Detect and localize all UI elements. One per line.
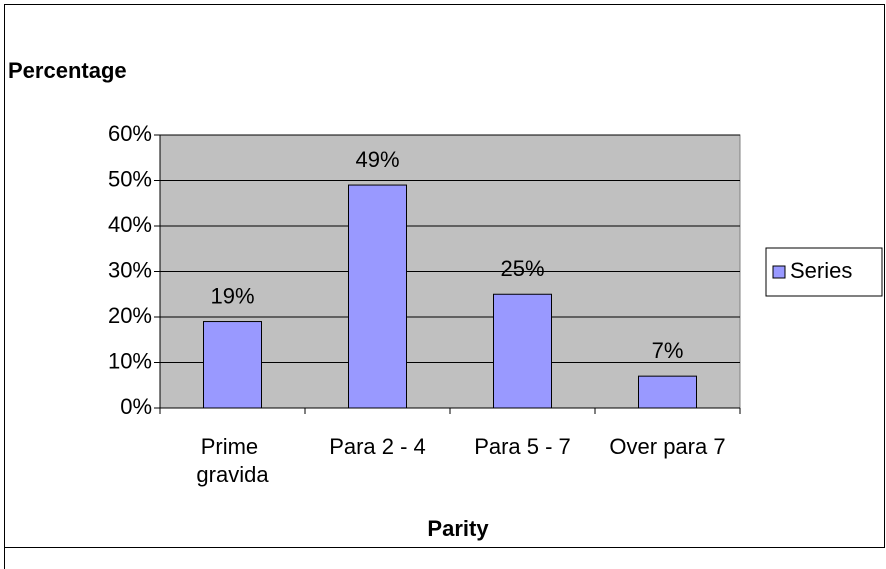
chart-border	[4, 4, 885, 548]
y-tick-label: 20%	[108, 303, 152, 328]
y-tick-label: 60%	[108, 121, 152, 146]
bar	[203, 321, 262, 409]
y-tick-label: 0%	[120, 394, 152, 419]
x-tick-label: Prime gravida	[196, 434, 269, 487]
x-tick-label: Over para 7	[609, 434, 725, 459]
y-tick-label: 10%	[108, 348, 152, 373]
bar	[638, 375, 697, 409]
x-axis-title: Parity	[427, 516, 489, 541]
y-tick-label: 30%	[108, 257, 152, 282]
legend-swatch	[772, 265, 786, 279]
x-tick-label: Para 5 - 7	[474, 434, 571, 459]
data-label: 49%	[355, 147, 399, 172]
data-label: 25%	[500, 256, 544, 281]
bar	[493, 293, 552, 409]
bar	[348, 184, 407, 409]
y-axis-title: Percentage	[8, 58, 127, 83]
data-label: 7%	[652, 338, 684, 363]
legend-label: Series	[790, 258, 852, 283]
y-tick-label: 40%	[108, 212, 152, 237]
x-tick-label: Para 2 - 4	[329, 434, 426, 459]
data-label: 19%	[210, 283, 254, 308]
y-tick-label: 50%	[108, 166, 152, 191]
